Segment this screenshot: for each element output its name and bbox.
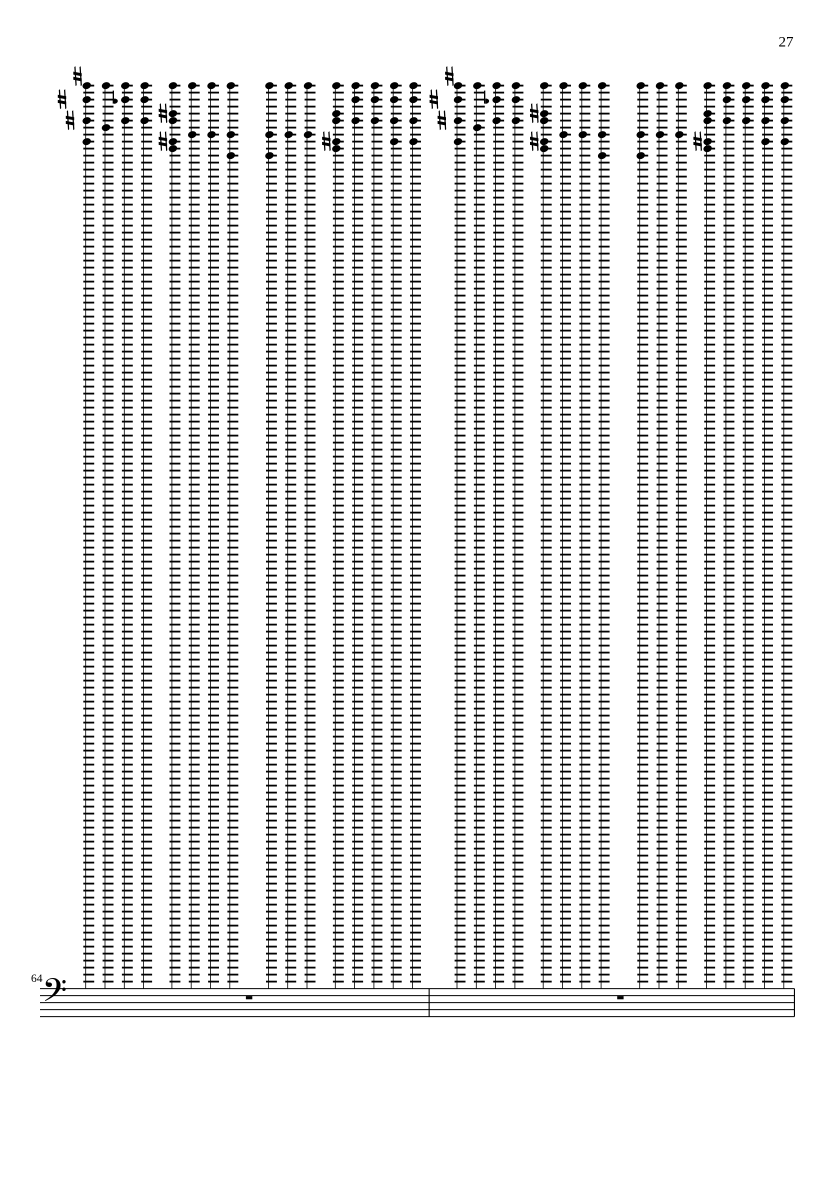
svg-text:27: 27 bbox=[779, 35, 795, 51]
svg-text:64: 64 bbox=[31, 973, 43, 985]
svg-text:𝄢: 𝄢 bbox=[42, 974, 67, 1017]
